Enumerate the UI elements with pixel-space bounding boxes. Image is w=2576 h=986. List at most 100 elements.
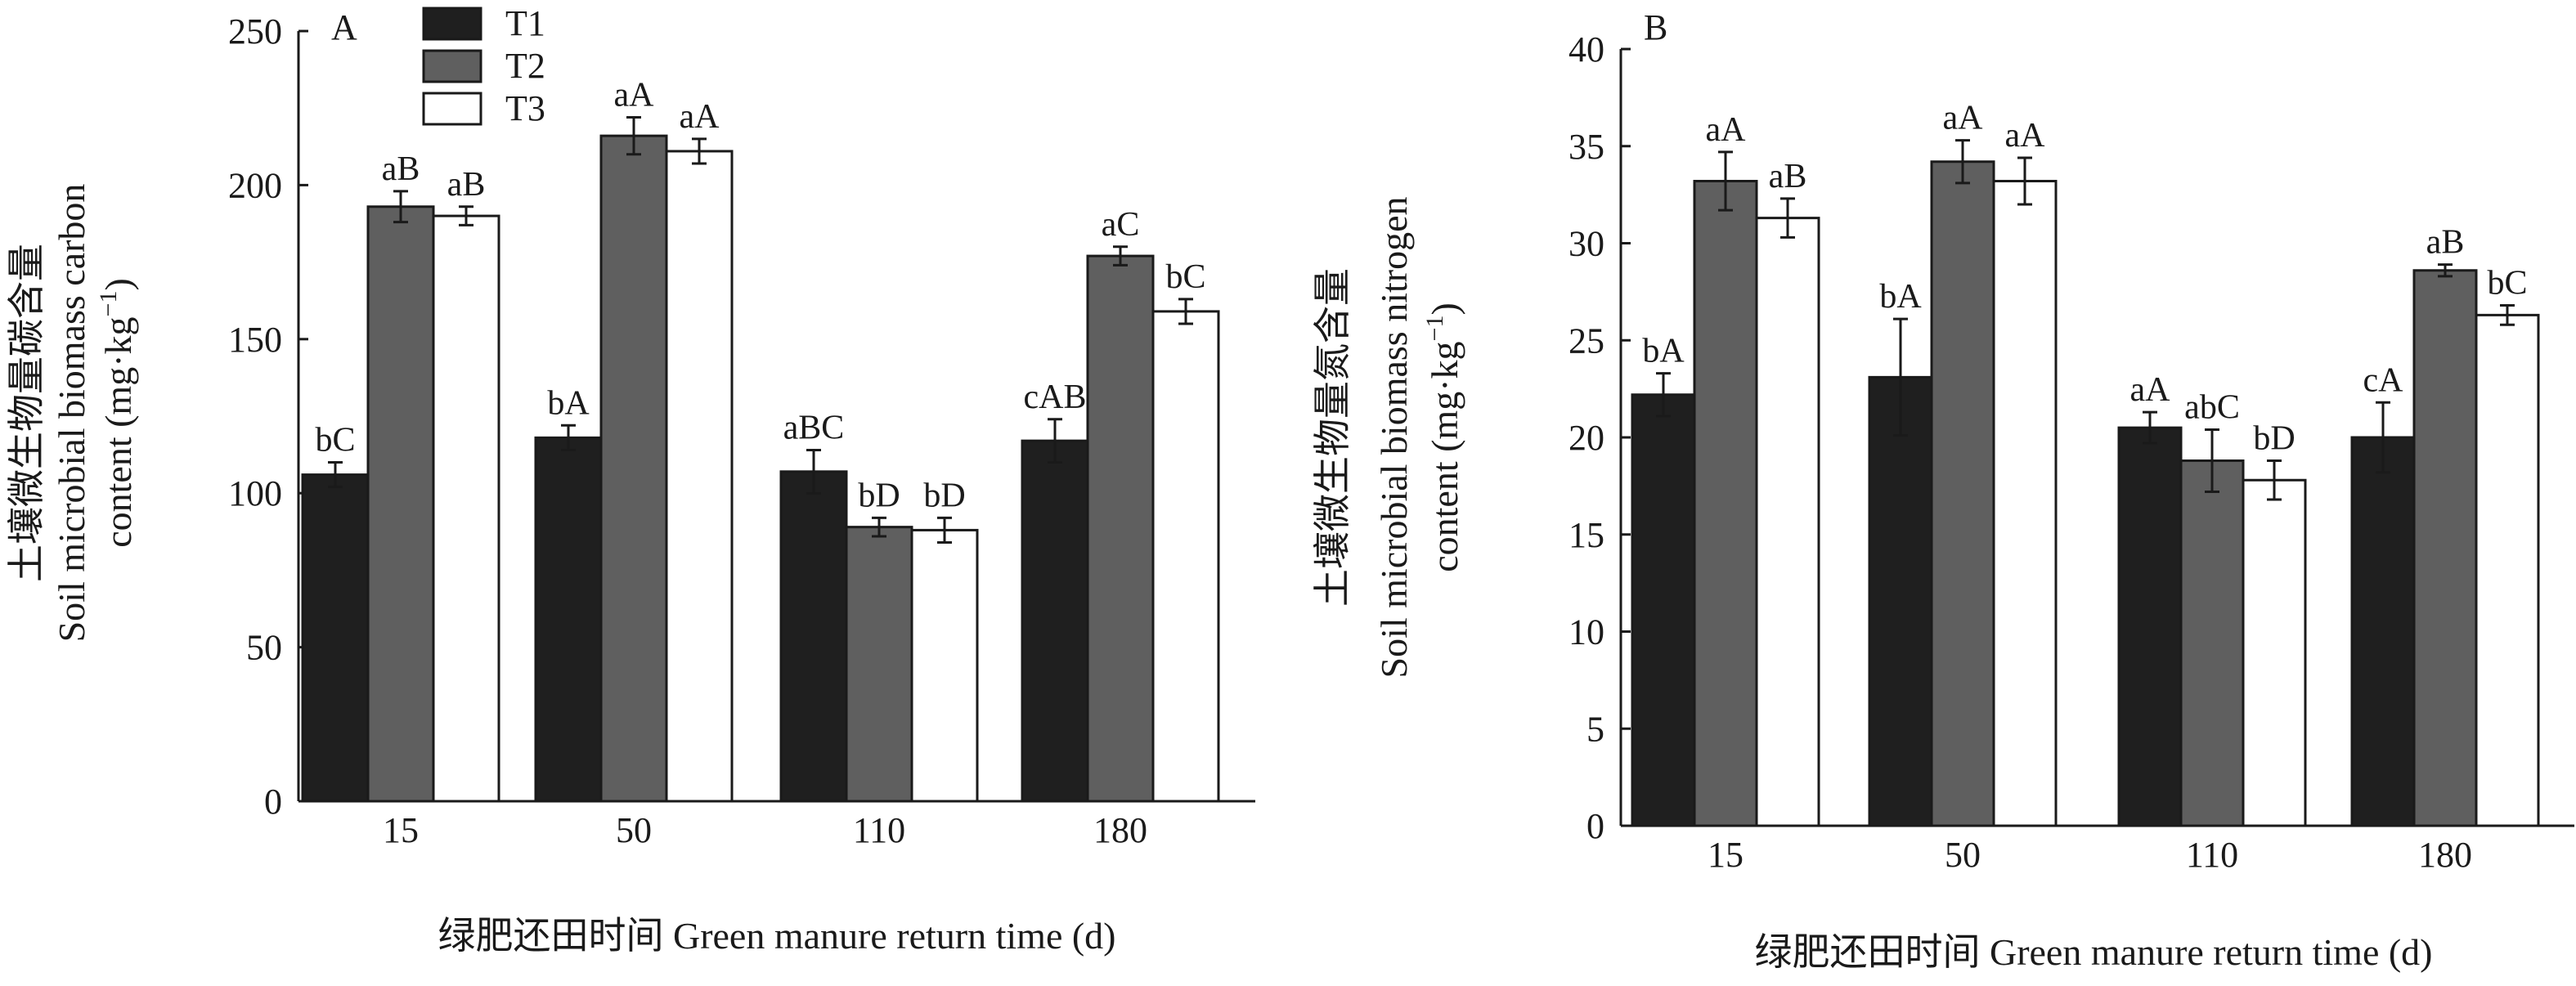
panel-a-bar-t3-15 [432,214,500,803]
panel-b-bar-t2-110 [2179,459,2245,827]
panel-b-xtick-label-180: 180 [2418,835,2472,875]
panel-a-legend-swatch-t3 [422,92,482,126]
panel-b-errorbar-t1-180 [2376,401,2390,474]
panel-a-ylabel-line3: content (mg·kg−1) [95,278,139,548]
panel-a-legend-label-t1: T1 [505,3,545,43]
panel-a-bar-t3-50 [665,150,734,803]
panel-b-errorbar-t2-110 [2205,428,2219,493]
panel-a-xlabel: 绿肥还田时间 Green manure return time (d) [438,915,1115,957]
panel-b-errorbar-t2-15 [1718,150,1733,212]
panel-a-legend-swatch-t2 [422,49,482,83]
panel-a-ylabel-exponent: −1 [95,291,122,317]
panel-b-bar-t1-110 [2117,426,2183,827]
panel-a-sig-label-t2-15: aB [382,150,420,188]
panel-b-sig-label-t1-110: aA [2130,371,2171,409]
panel-a-sig-label-t2-110: bD [858,477,900,514]
panel-b-sig-label-t3-110: bD [2253,420,2295,458]
panel-b-errorbar-t3-50 [2017,156,2032,206]
panel-a-xtick-label-180: 180 [1093,810,1147,850]
panel-b-ylabel-unit: content (mg·kg [1424,341,1465,571]
panel-b-bar-t2-50 [1930,160,1995,827]
panel-a-sig-label-t2-180: aC [1102,206,1140,244]
panel-b-chart: B 土壤微生物量氮含量 Soil microbial biomass nitro… [1312,7,2574,973]
panel-a-chart: A 土壤微生物量碳含量 Soil microbial biomass carbo… [6,3,1255,957]
panel-a-bar-t3-110 [910,528,979,803]
panel-b-xtick-label-15: 15 [1708,835,1744,875]
panel-b-sig-label-t2-180: aB [2426,224,2465,262]
panel-b-xtick-label-50: 50 [1945,835,1981,875]
panel-a-ytick-label: 50 [246,628,282,668]
panel-a-sig-label-t3-50: aA [680,98,720,136]
panel-a-errorbar-t3-15 [459,205,473,226]
panel-a-sig-label-t1-50: bA [547,384,590,422]
panel-a-sig-label-t1-15: bC [315,422,355,459]
panel-b-errorbar-t3-15 [1780,197,1795,239]
panel-b-bar-t1-15 [1631,393,1696,827]
panel-a-ytick-label: 0 [264,782,282,822]
panel-a-sig-label-t3-180: bC [1165,258,1205,296]
panel-b-sig-label-t2-15: aA [1706,111,1747,149]
panel-a-ytick-label: 150 [228,320,282,360]
panel-a-xtick-label-15: 15 [383,810,419,850]
panel-b-ytick-label: 20 [1568,418,1604,458]
panel-a-ylabel-close: ) [97,278,139,290]
panel-a-bar-t3-180 [1151,310,1220,803]
panel-a-sig-label-t3-110: bD [923,477,965,514]
panel-a-ytick-label: 250 [228,11,282,52]
panel-a-bar-t1-50 [534,436,603,803]
panel-b-sig-label-t1-15: bA [1642,333,1685,370]
panel-a-errorbar-t1-50 [561,424,576,451]
panel-b-bar-t1-180 [2350,436,2416,827]
panel-b-ytick-label: 25 [1568,320,1604,361]
panel-a-sig-label-t1-110: aBC [783,409,845,446]
panel-b-errorbar-t1-50 [1893,317,1908,437]
panel-b-sig-label-t3-15: aB [1769,158,1807,195]
panel-a-errorbar-t2-110 [872,516,886,538]
panel-b-errorbar-t3-180 [2500,304,2515,326]
panel-b-ylabel-line1: 土壤微生物量氮含量 [1312,268,1353,607]
panel-b-errorbar-t1-15 [1656,372,1671,418]
panel-a-bar-t2-180 [1086,254,1155,803]
panel-a-ylabel-line1: 土壤微生物量碳含量 [6,244,47,582]
panel-a-xtick-label-50: 50 [616,810,652,850]
panel-b-ytick-label: 10 [1568,612,1604,652]
panel-b-ylabel-exponent: −1 [1421,316,1448,342]
panel-b-bar-t3-110 [2242,478,2307,827]
panel-b-letter: B [1644,7,1667,47]
panel-b-ylabel-line2: Soil microbial biomass nitrogen [1373,197,1415,679]
panel-b-ytick-label: 0 [1586,806,1604,846]
panel-b-ytick-label: 40 [1568,29,1604,69]
panel-a-ytick-label: 100 [228,473,282,513]
panel-b-sig-label-t1-50: bA [1879,278,1922,316]
panel-a-bar-t1-110 [779,470,848,803]
panel-b-errorbar-t2-50 [1955,139,1970,185]
panel-a-legend-swatch-t1 [422,7,482,41]
panel-a-legend-label-t3: T3 [505,88,545,128]
panel-b-ylabel-close: ) [1424,303,1465,315]
panel-b-bar-t2-180 [2412,269,2478,827]
panel-b-errorbar-t2-180 [2438,263,2453,278]
panel-a-sig-label-t2-50: aA [614,77,655,114]
panel-a-errorbar-t2-15 [393,190,408,224]
panel-a-legend-label-t2: T2 [505,46,545,86]
panel-b-xtick-label-110: 110 [2186,835,2238,875]
panel-b-bar-t3-15 [1755,217,1820,827]
panel-a-bar-t2-110 [845,526,913,803]
panel-b-ylabel-line3: content (mg·kg−1) [1421,303,1465,572]
panel-a-letter: A [331,7,357,47]
panel-a-errorbar-t1-110 [806,448,821,495]
panel-b-ytick-label: 35 [1568,127,1604,167]
panel-b-errorbar-t1-110 [2143,410,2157,445]
panel-a-bar-t2-50 [599,134,668,803]
panel-a-errorbar-t1-180 [1048,418,1062,464]
panel-a-sig-label-t1-180: cAB [1024,379,1087,416]
panel-a-errorbar-t3-110 [937,516,952,544]
panel-a-errorbar-t3-180 [1178,298,1193,325]
panel-b-xlabel: 绿肥还田时间 Green manure return time (d) [1754,931,2432,973]
panel-a-bar-t2-15 [366,205,435,803]
panel-a-sig-label-t3-15: aB [447,166,486,204]
panel-a-ylabel-unit: content (mg·kg [97,316,139,547]
panel-a-ytick-label: 200 [228,165,282,205]
panel-a-errorbar-t2-50 [626,116,641,156]
panel-b-sig-label-t3-180: bC [2487,265,2527,303]
